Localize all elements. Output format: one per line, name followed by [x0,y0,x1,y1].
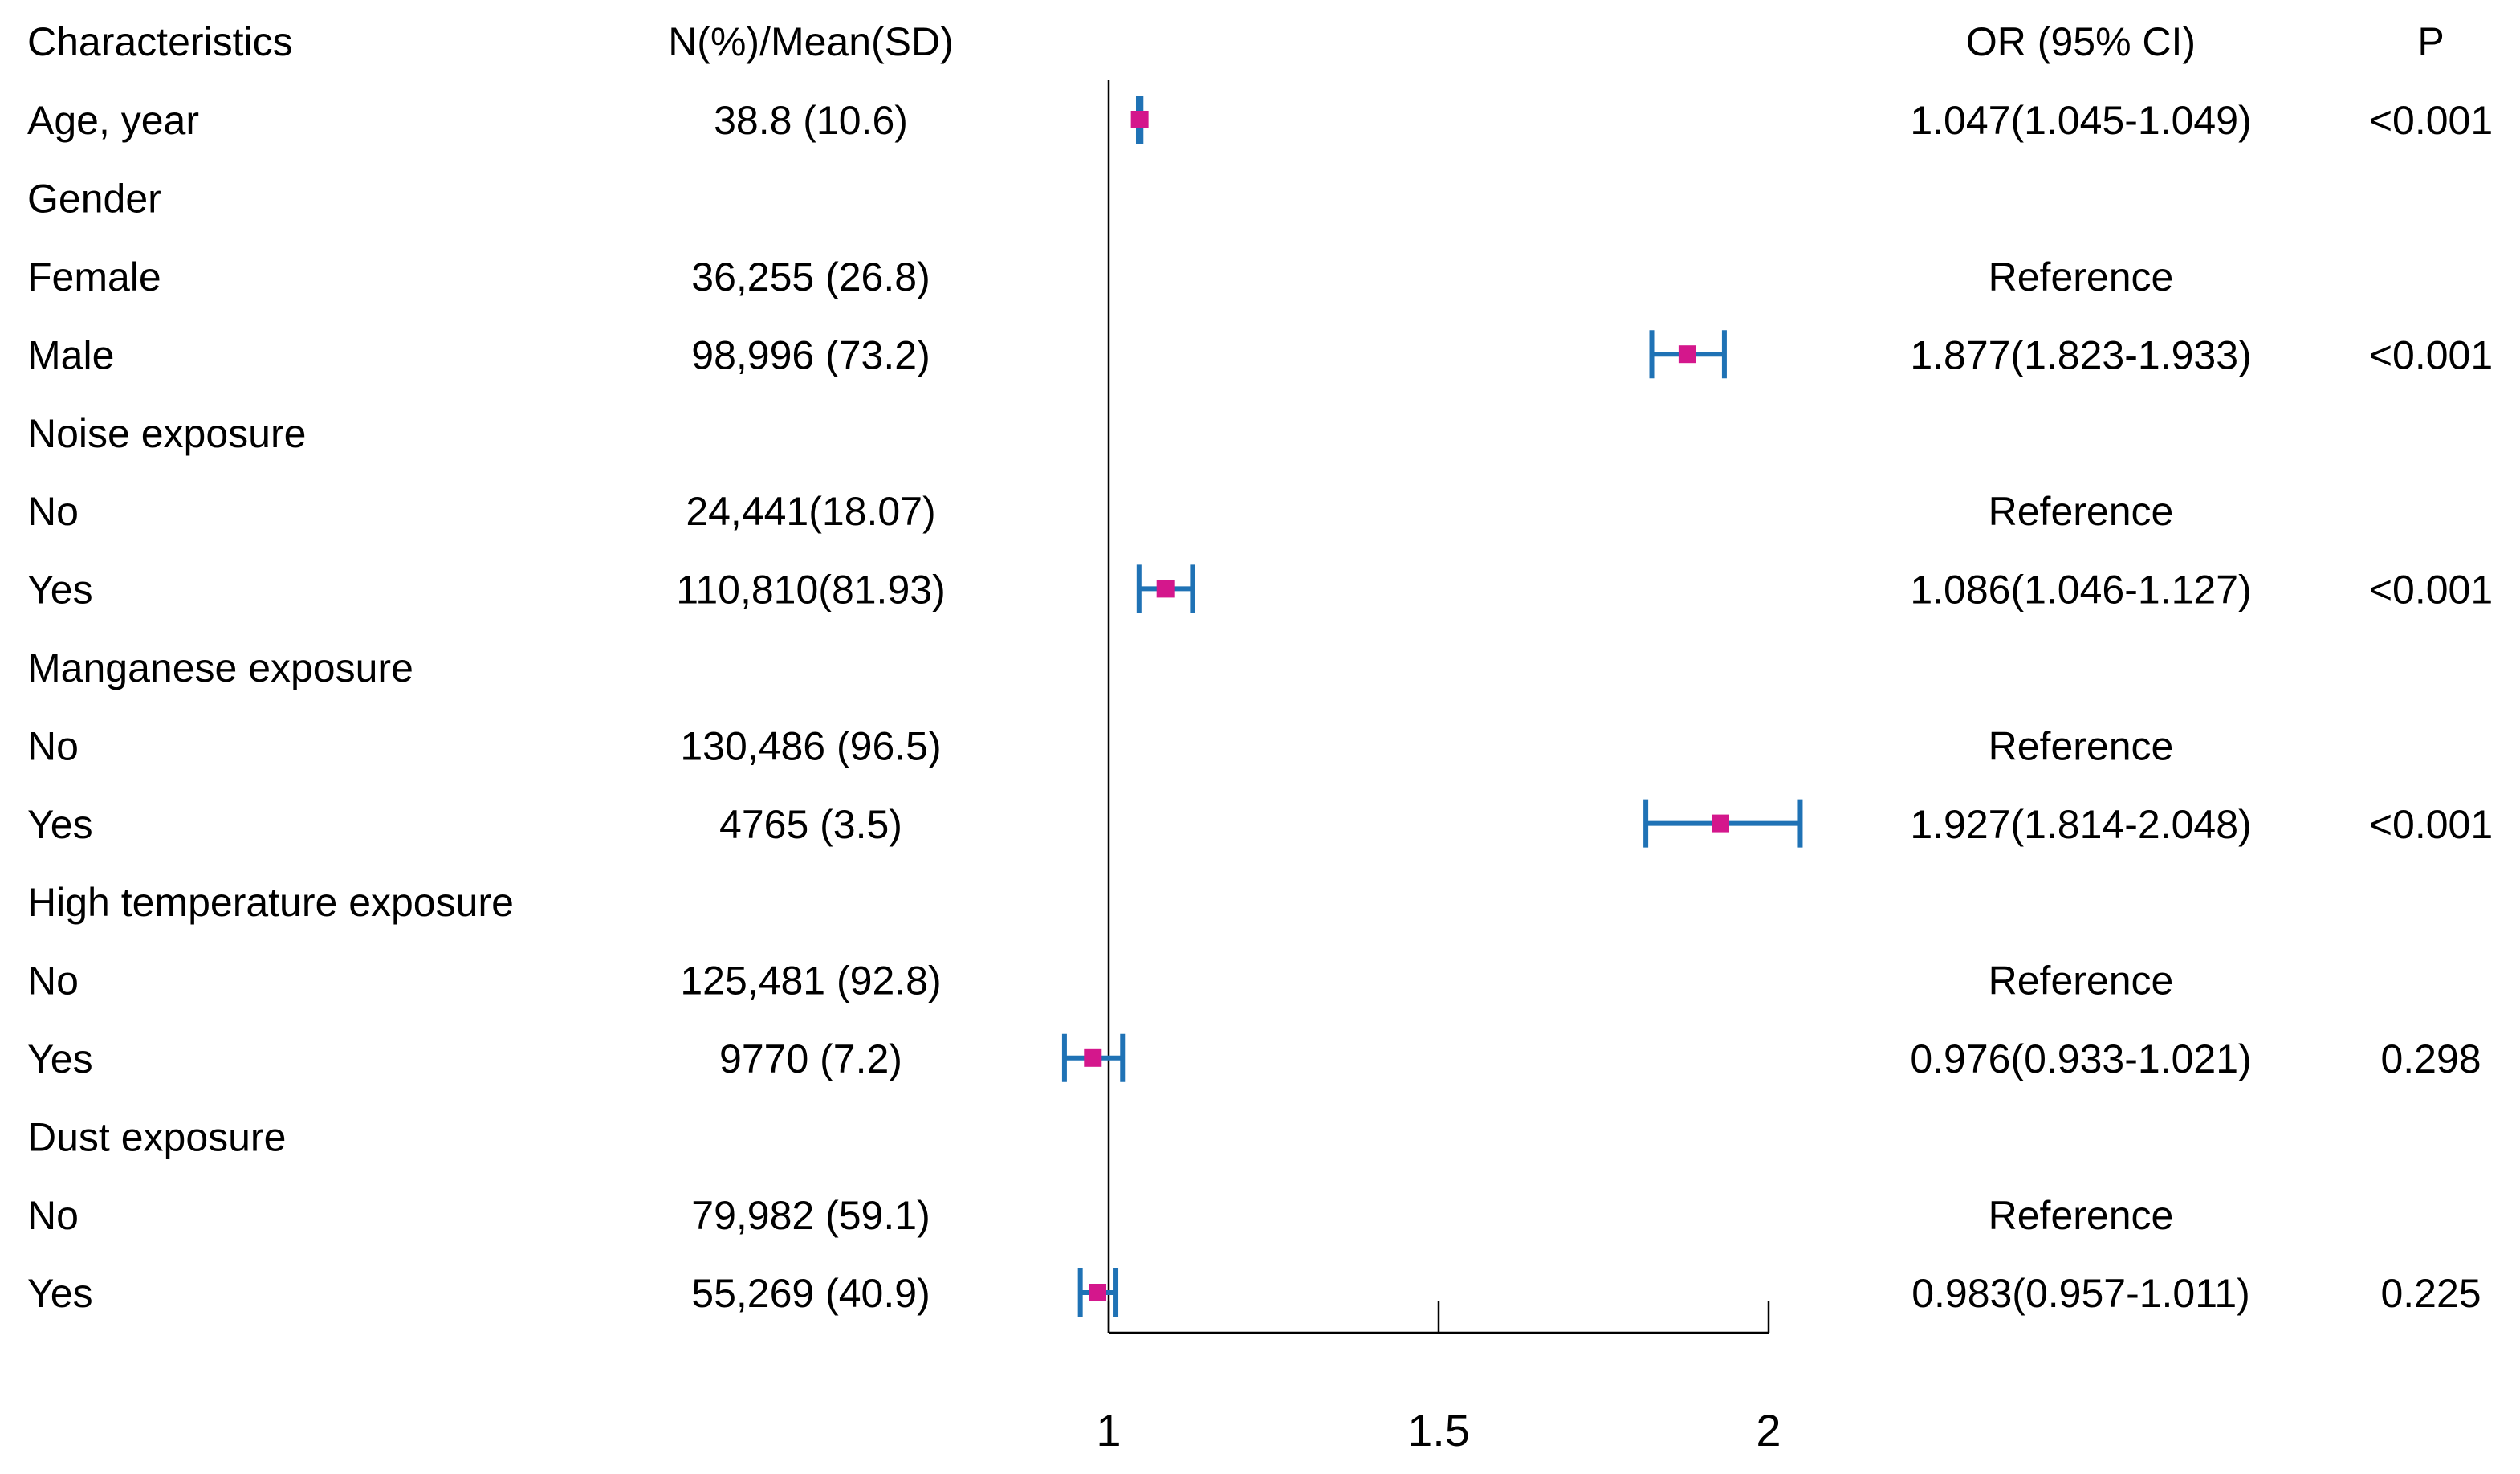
row-label: Yes [27,802,93,847]
row-n: 79,982 (59.1) [691,1193,930,1238]
row-p: <0.001 [2369,802,2493,847]
x-tick-label: 1 [1096,1405,1121,1456]
row-n: 110,810(81.93) [676,568,945,613]
row-n: 130,486 (96.5) [680,723,941,768]
row-ci: 1.047(1.045-1.049) [1910,98,2251,143]
row-n: 4765 (3.5) [719,802,902,847]
row-ci: 1.877(1.823-1.933) [1910,332,2251,377]
row-label: Age, year [27,98,199,143]
row-n: 36,255 (26.8) [691,254,930,299]
row-ci: Reference [1989,959,2174,1004]
header-p: P [2417,19,2444,64]
header-ci: OR (95% CI) [1966,19,2196,64]
row-p: 0.298 [2380,1036,2481,1081]
row-label: Gender [27,177,161,222]
row-label: Yes [27,1271,93,1316]
or-marker [1089,1284,1107,1301]
row-ci: Reference [1989,489,2174,534]
row-label: No [27,723,79,768]
header-n: N(%)/Mean(SD) [668,19,954,64]
or-marker [1084,1048,1102,1067]
row-ci: 1.927(1.814-2.048) [1910,802,2251,847]
row-ci: Reference [1989,723,2174,768]
row-label: Noise exposure [27,411,306,456]
x-tick-label: 2 [1756,1405,1781,1456]
row-p: 0.225 [2380,1271,2481,1316]
row-label: No [27,959,79,1004]
row-ci: Reference [1989,254,2174,299]
row-n: 55,269 (40.9) [691,1271,930,1316]
row-label: Yes [27,568,93,613]
row-ci: 1.086(1.046-1.127) [1910,568,2251,613]
row-p: <0.001 [2369,98,2493,143]
row-label: Female [27,254,161,299]
row-p: <0.001 [2369,568,2493,613]
row-n: 9770 (7.2) [719,1036,902,1081]
row-label: No [27,489,79,534]
or-marker [1711,814,1729,833]
row-n: 125,481 (92.8) [680,959,941,1004]
row-p: <0.001 [2369,332,2493,377]
x-tick-label: 1.5 [1407,1405,1470,1456]
row-n: 98,996 (73.2) [691,332,930,377]
row-label: No [27,1193,79,1238]
or-marker [1156,580,1175,598]
row-label: Dust exposure [27,1114,286,1159]
row-ci: 0.976(0.933-1.021) [1910,1036,2251,1081]
or-marker [1678,345,1696,364]
row-n: 24,441(18.07) [686,489,935,534]
row-label: Manganese exposure [27,645,413,690]
or-marker [1130,111,1149,128]
header-characteristics: Characteristics [27,19,293,64]
row-label: High temperature exposure [27,880,514,925]
row-n: 38.8 (10.6) [714,98,908,143]
row-label: Yes [27,1036,93,1081]
row-label: Male [27,332,114,377]
row-ci: 0.983(0.957-1.011) [1911,1271,2250,1316]
row-ci: Reference [1989,1193,2174,1238]
